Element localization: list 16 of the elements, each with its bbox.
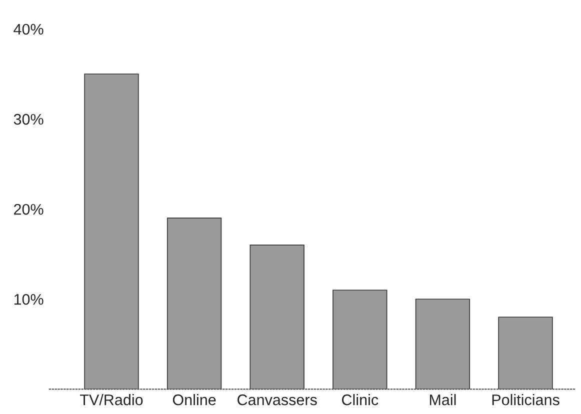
x-tick-label: Politicians xyxy=(492,394,560,406)
x-tick-label: Online xyxy=(172,394,216,406)
bar xyxy=(250,244,304,390)
x-tick-label: Clinic xyxy=(342,394,378,406)
y-tick-label: 40% xyxy=(14,24,44,35)
x-tick-label: Mail xyxy=(430,394,456,406)
y-tick-label: 10% xyxy=(14,294,44,305)
x-tick-label: TV/Radio xyxy=(80,394,143,406)
bar xyxy=(498,316,553,390)
bar xyxy=(84,74,139,390)
x-tick-label: Canvassers xyxy=(238,394,317,406)
bar xyxy=(332,290,388,390)
bar xyxy=(166,218,222,390)
y-tick-label: 30% xyxy=(14,114,44,125)
y-tick-label: 20% xyxy=(14,204,44,215)
bar xyxy=(415,298,470,390)
